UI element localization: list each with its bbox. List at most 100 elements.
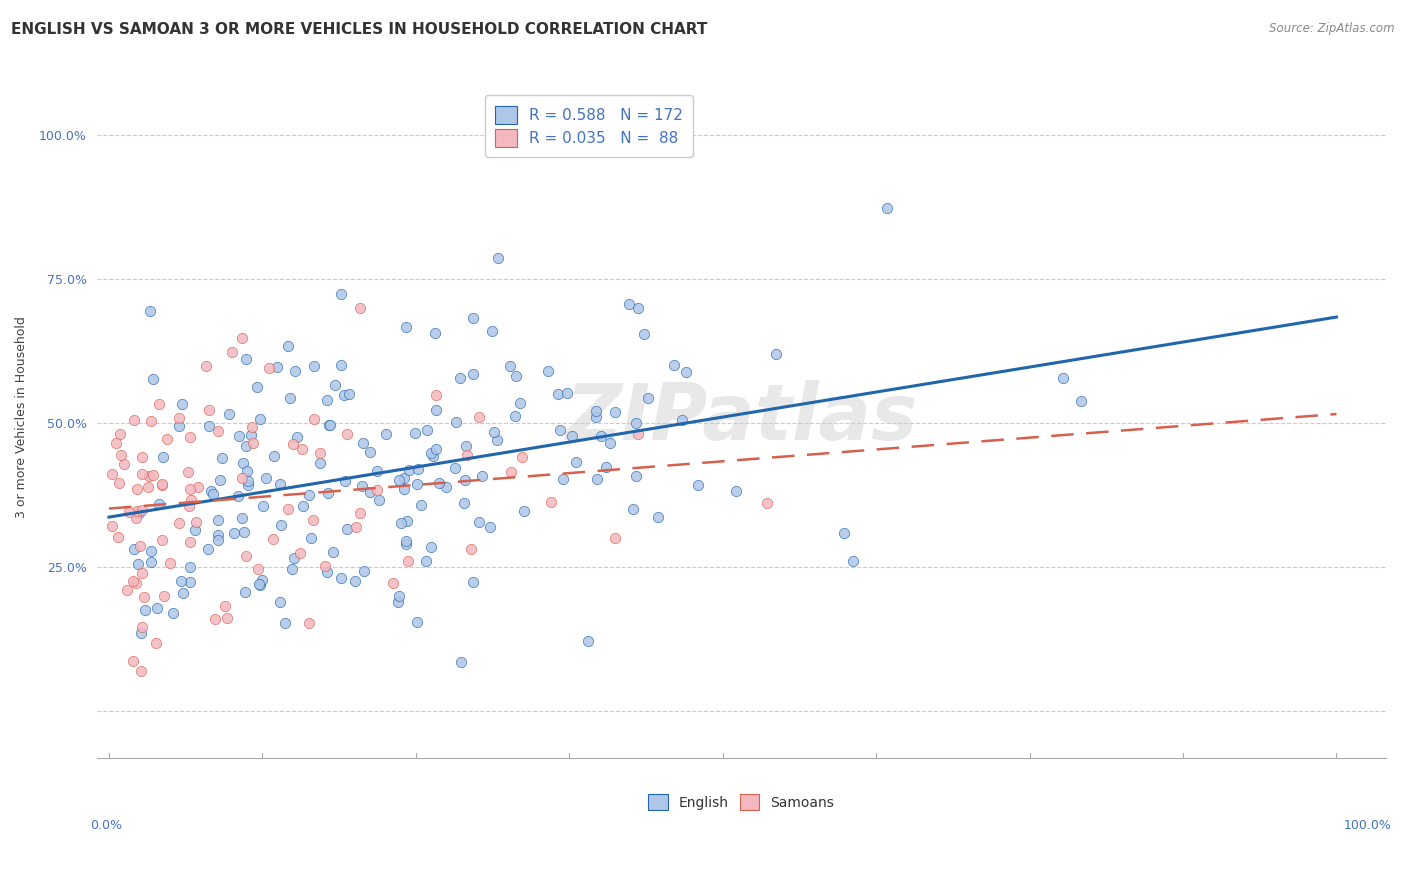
Point xyxy=(207,513,229,527)
Point xyxy=(231,331,253,345)
Point xyxy=(425,387,447,401)
Point xyxy=(146,601,169,615)
Point xyxy=(353,564,375,578)
Point xyxy=(270,517,292,532)
Point xyxy=(152,533,174,547)
Point xyxy=(308,456,330,470)
Point xyxy=(257,360,280,375)
Point xyxy=(388,473,411,487)
Point xyxy=(336,426,359,441)
Point xyxy=(624,469,647,483)
Point xyxy=(152,450,174,464)
Point xyxy=(565,455,588,469)
Point xyxy=(204,612,226,626)
Point xyxy=(254,471,277,485)
Point xyxy=(374,426,396,441)
Point xyxy=(134,591,156,605)
Point xyxy=(499,465,522,479)
Point xyxy=(416,423,439,437)
Point xyxy=(404,426,426,441)
Point xyxy=(498,359,520,374)
Point xyxy=(318,418,340,433)
Point xyxy=(179,430,201,444)
Point xyxy=(395,514,418,528)
Point xyxy=(209,473,232,487)
Point xyxy=(269,595,291,609)
Point xyxy=(180,492,202,507)
Point xyxy=(194,359,217,374)
Point xyxy=(129,664,152,678)
Point xyxy=(127,482,149,496)
Point xyxy=(242,436,264,450)
Point xyxy=(461,367,484,381)
Point xyxy=(222,525,245,540)
Point xyxy=(110,448,132,462)
Point xyxy=(876,201,898,215)
Point xyxy=(302,513,325,527)
Point xyxy=(627,301,650,315)
Point xyxy=(316,485,339,500)
Point xyxy=(172,397,194,411)
Point xyxy=(686,477,709,491)
Point xyxy=(368,492,391,507)
Point xyxy=(315,393,337,408)
Point xyxy=(233,585,256,599)
Point xyxy=(547,387,569,401)
Point xyxy=(395,537,418,551)
Point xyxy=(207,533,229,548)
Point xyxy=(236,464,259,478)
Point xyxy=(349,506,371,520)
Point xyxy=(425,402,447,417)
Point xyxy=(235,549,257,564)
Point xyxy=(240,420,263,434)
Point xyxy=(228,429,250,443)
Point xyxy=(482,425,505,440)
Point xyxy=(134,603,156,617)
Point xyxy=(388,590,411,604)
Point xyxy=(127,504,149,518)
Point xyxy=(162,607,184,621)
Point xyxy=(252,573,274,587)
Point xyxy=(585,409,607,424)
Point xyxy=(239,428,262,442)
Legend: English, Samoans: English, Samoans xyxy=(640,786,842,819)
Point xyxy=(366,483,388,498)
Point xyxy=(765,347,787,361)
Point xyxy=(603,405,626,419)
Point xyxy=(627,427,650,442)
Point xyxy=(398,463,420,477)
Point xyxy=(389,516,412,530)
Point xyxy=(262,532,284,546)
Point xyxy=(406,615,429,629)
Point xyxy=(832,526,855,541)
Point xyxy=(179,482,201,496)
Point xyxy=(456,448,478,462)
Point xyxy=(557,385,579,400)
Point xyxy=(637,391,659,405)
Point xyxy=(322,544,344,558)
Point xyxy=(304,411,326,425)
Point xyxy=(139,414,162,428)
Point xyxy=(624,416,647,430)
Point xyxy=(142,372,165,386)
Point xyxy=(108,426,131,441)
Point xyxy=(344,520,367,534)
Point xyxy=(842,554,865,568)
Point xyxy=(292,499,315,513)
Point xyxy=(396,554,419,568)
Point xyxy=(468,515,491,529)
Point xyxy=(291,442,314,457)
Point xyxy=(235,351,257,366)
Point xyxy=(1052,371,1074,385)
Point xyxy=(211,451,233,466)
Point xyxy=(124,576,146,591)
Point xyxy=(298,488,321,502)
Point xyxy=(446,415,468,429)
Point xyxy=(131,503,153,517)
Point xyxy=(221,344,243,359)
Point xyxy=(107,530,129,544)
Point xyxy=(128,506,150,520)
Point xyxy=(131,467,153,481)
Point xyxy=(266,359,288,374)
Point xyxy=(167,419,190,434)
